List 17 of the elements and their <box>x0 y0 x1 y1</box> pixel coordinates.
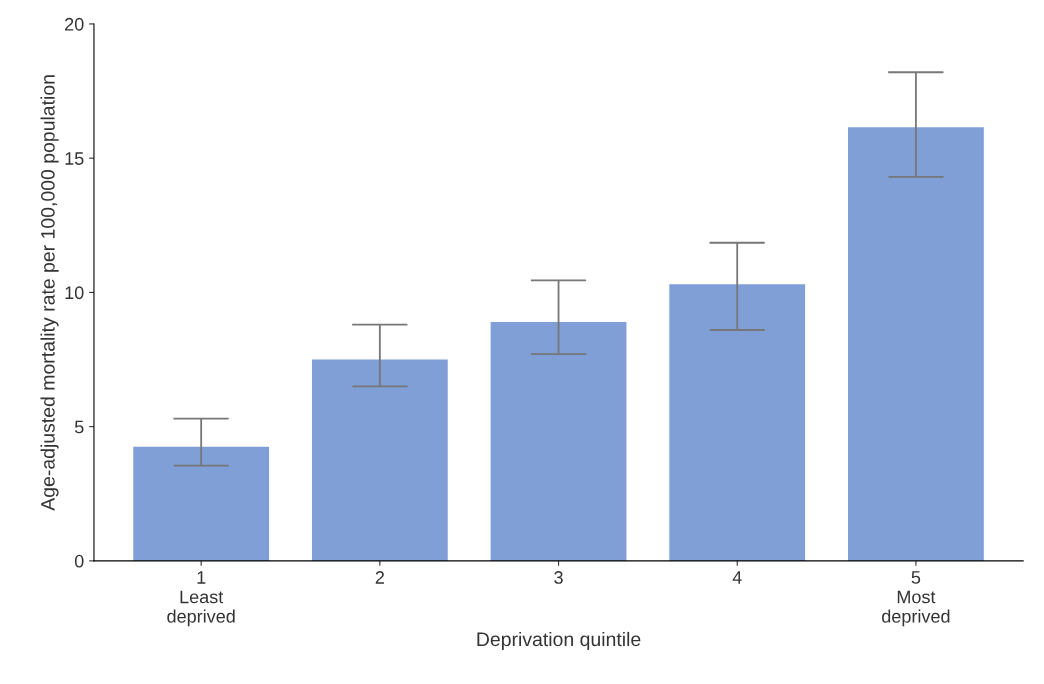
bar <box>490 321 627 561</box>
bar <box>848 127 984 561</box>
y-tick-label: 5 <box>74 420 84 434</box>
y-axis-title: Age-adjusted mortality rate per 100,000 population <box>40 75 59 511</box>
x-tick-label: 3 <box>554 571 563 584</box>
bar <box>669 284 806 561</box>
x-tick-label: 4 <box>732 571 742 584</box>
x-tick-label: 1 Least deprived <box>167 571 235 627</box>
bar <box>311 359 448 561</box>
bar <box>133 446 270 561</box>
x-tick-label: 5 Most deprived <box>882 571 950 627</box>
y-tick-label: 0 <box>74 554 84 568</box>
x-tick-label: 2 <box>375 571 384 584</box>
y-tick-label: 15 <box>65 152 84 165</box>
x-axis-title: Deprivation quintile <box>477 631 641 651</box>
y-tick-label: 20 <box>65 17 84 31</box>
y-tick-label: 10 <box>65 286 84 300</box>
